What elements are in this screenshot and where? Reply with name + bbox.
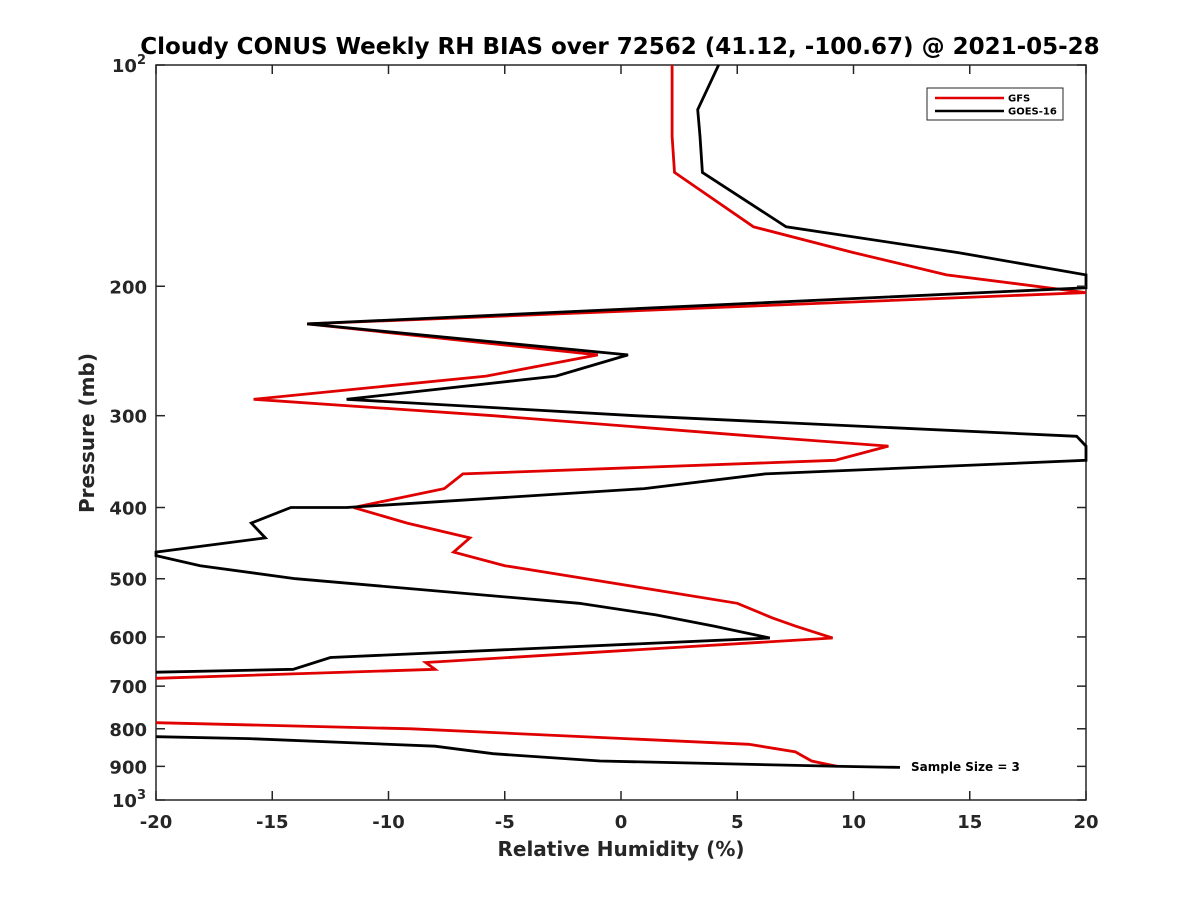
- legend-box: [926, 87, 1064, 121]
- y-tick-label: 400: [109, 499, 147, 520]
- x-tick-label: -10: [372, 812, 405, 833]
- series-line-goes16: [154, 64, 1088, 769]
- y-tick-label: 900: [109, 757, 147, 778]
- legend-label-goes16: GOES-16: [1008, 107, 1057, 118]
- x-axis-label: Relative Humidity (%): [497, 837, 744, 861]
- legend: GFS GOES-16: [926, 87, 1064, 121]
- sample-size-annotation: Sample Size = 3: [911, 760, 1020, 774]
- x-tick-label: -20: [140, 812, 173, 833]
- x-tick-label: -5: [495, 812, 515, 833]
- series-layer: [154, 64, 1088, 769]
- y-tick-label: 300: [109, 407, 147, 428]
- series-line-gfs: [155, 65, 1087, 768]
- y-tick-label: 600: [109, 628, 147, 649]
- y-tick-label: 200: [109, 277, 147, 298]
- y-tick-label: 800: [109, 720, 147, 741]
- y-tick-label: 700: [109, 677, 147, 698]
- legend-label-gfs: GFS: [1008, 94, 1030, 105]
- x-tick-label: 15: [957, 812, 982, 833]
- y-tick-label: 102: [112, 53, 146, 77]
- x-tick-label: -15: [256, 812, 289, 833]
- y-tick-label: 500: [109, 570, 147, 591]
- x-tick-label: 20: [1073, 812, 1098, 833]
- chart-title: Cloudy CONUS Weekly RH BIAS over 72562 (…: [140, 34, 1099, 60]
- x-tick-label: 10: [841, 812, 866, 833]
- y-tick-label: 103: [112, 788, 146, 812]
- x-tick-label: 0: [615, 812, 628, 833]
- x-tick-label: 5: [731, 812, 744, 833]
- y-axis-label: Pressure (mb): [75, 353, 99, 513]
- ticks-layer: -20 -15 -10 -5 0 5 10 15 20 102 200 300 400 500 600 700…: [109, 53, 1098, 833]
